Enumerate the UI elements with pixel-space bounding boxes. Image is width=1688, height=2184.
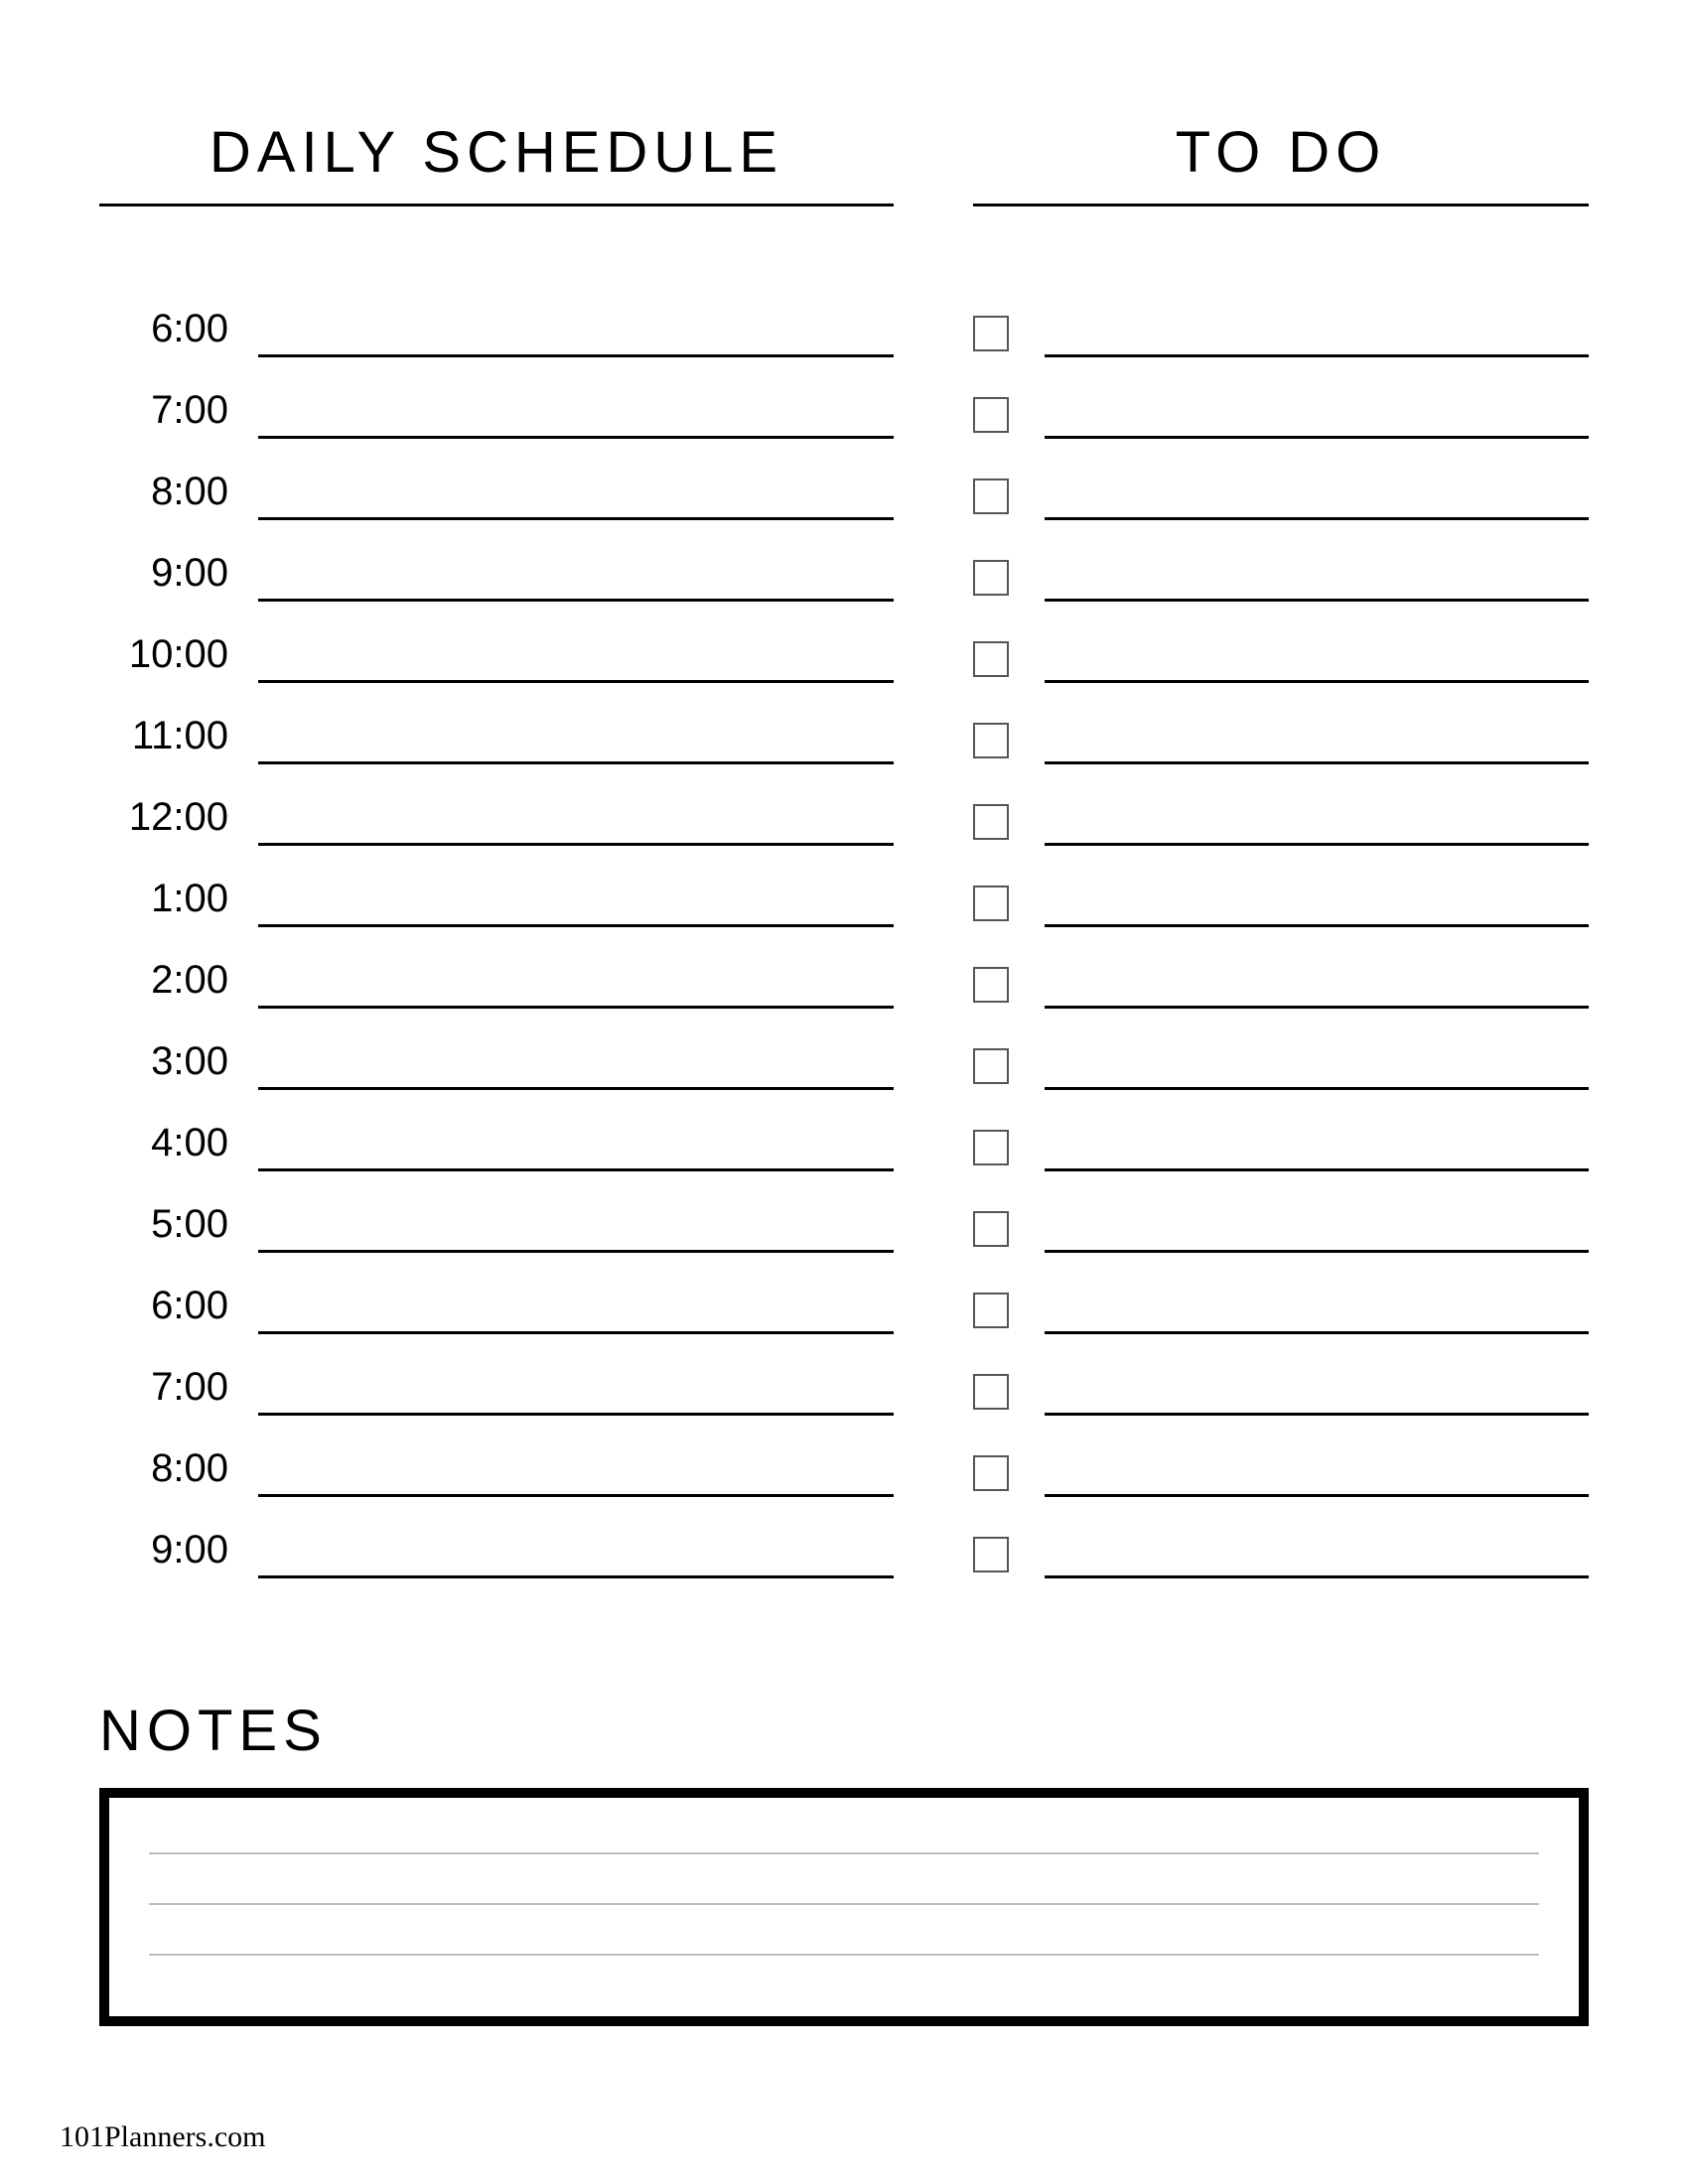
- todo-checkbox[interactable]: [973, 1048, 1009, 1084]
- time-label: 9:00: [99, 551, 258, 602]
- schedule-heading-rule: [99, 204, 894, 206]
- time-label: 4:00: [99, 1121, 258, 1171]
- schedule-row: 7:00: [99, 357, 894, 439]
- schedule-row: 7:00: [99, 1334, 894, 1416]
- todo-heading: TO DO: [973, 119, 1589, 204]
- todo-row: [973, 520, 1589, 602]
- schedule-row: 12:00: [99, 764, 894, 846]
- schedule-row: 8:00: [99, 1416, 894, 1497]
- time-label: 8:00: [99, 470, 258, 520]
- todo-checkbox[interactable]: [973, 478, 1009, 514]
- todo-row: [973, 927, 1589, 1009]
- todo-row: [973, 1497, 1589, 1578]
- todo-row: [973, 1090, 1589, 1171]
- schedule-row: 9:00: [99, 520, 894, 602]
- schedule-row: 3:00: [99, 1009, 894, 1090]
- todo-row: [973, 439, 1589, 520]
- notes-heading: NOTES: [99, 1698, 1589, 1764]
- time-label: 7:00: [99, 1365, 258, 1416]
- schedule-row: 6:00: [99, 1253, 894, 1334]
- time-label: 7:00: [99, 388, 258, 439]
- todo-column: TO DO: [973, 119, 1589, 1578]
- time-label: 6:00: [99, 1284, 258, 1334]
- todo-row: [973, 764, 1589, 846]
- todo-checkbox[interactable]: [973, 967, 1009, 1003]
- time-label: 11:00: [99, 714, 258, 764]
- schedule-rows: 6:00 7:00 8:00 9:00 10:00 11:00 12:00 1:00 2:00 3…: [99, 276, 894, 1578]
- todo-row: [973, 1334, 1589, 1416]
- footer-credit: 101Planners.com: [60, 2120, 265, 2154]
- todo-checkbox[interactable]: [973, 1537, 1009, 1572]
- notes-box[interactable]: [99, 1788, 1589, 2026]
- todo-checkbox[interactable]: [973, 1211, 1009, 1247]
- planner-page: DAILY SCHEDULE 6:00 7:00 8:00 9:00 10:00 11:0…: [0, 0, 1688, 2184]
- time-label: 8:00: [99, 1446, 258, 1497]
- time-label: 3:00: [99, 1039, 258, 1090]
- schedule-row: 8:00: [99, 439, 894, 520]
- schedule-row: 9:00: [99, 1497, 894, 1578]
- todo-checkbox[interactable]: [973, 1455, 1009, 1491]
- todo-row: [973, 357, 1589, 439]
- todo-rows: [973, 276, 1589, 1578]
- todo-row: [973, 1416, 1589, 1497]
- todo-row: [973, 1171, 1589, 1253]
- time-label: 12:00: [99, 795, 258, 846]
- todo-heading-rule: [973, 204, 1589, 206]
- time-label: 10:00: [99, 632, 258, 683]
- todo-checkbox[interactable]: [973, 397, 1009, 433]
- schedule-row: 1:00: [99, 846, 894, 927]
- schedule-row: 6:00: [99, 276, 894, 357]
- todo-checkbox[interactable]: [973, 723, 1009, 758]
- notes-line: [149, 1852, 1539, 1854]
- todo-checkbox[interactable]: [973, 316, 1009, 351]
- todo-row: [973, 846, 1589, 927]
- todo-row: [973, 602, 1589, 683]
- todo-row: [973, 1009, 1589, 1090]
- todo-checkbox[interactable]: [973, 1130, 1009, 1165]
- time-label: 5:00: [99, 1202, 258, 1253]
- time-label: 2:00: [99, 958, 258, 1009]
- schedule-row: 5:00: [99, 1171, 894, 1253]
- schedule-column: DAILY SCHEDULE 6:00 7:00 8:00 9:00 10:00 11:0…: [99, 119, 894, 1578]
- todo-checkbox[interactable]: [973, 886, 1009, 921]
- schedule-heading: DAILY SCHEDULE: [99, 119, 894, 204]
- schedule-row: 2:00: [99, 927, 894, 1009]
- schedule-row: 4:00: [99, 1090, 894, 1171]
- notes-line: [149, 1954, 1539, 1956]
- todo-checkbox[interactable]: [973, 560, 1009, 596]
- todo-checkbox[interactable]: [973, 1293, 1009, 1328]
- todo-line[interactable]: [1045, 1575, 1589, 1578]
- time-label: 1:00: [99, 877, 258, 927]
- todo-checkbox[interactable]: [973, 1374, 1009, 1410]
- schedule-row: 11:00: [99, 683, 894, 764]
- todo-checkbox[interactable]: [973, 641, 1009, 677]
- schedule-line[interactable]: [258, 1575, 894, 1578]
- todo-checkbox[interactable]: [973, 804, 1009, 840]
- main-columns: DAILY SCHEDULE 6:00 7:00 8:00 9:00 10:00 11:0…: [99, 119, 1589, 1578]
- schedule-row: 10:00: [99, 602, 894, 683]
- todo-row: [973, 683, 1589, 764]
- todo-row: [973, 1253, 1589, 1334]
- notes-line: [149, 1903, 1539, 1905]
- time-label: 9:00: [99, 1528, 258, 1578]
- todo-row: [973, 276, 1589, 357]
- time-label: 6:00: [99, 307, 258, 357]
- notes-section: NOTES: [99, 1698, 1589, 2026]
